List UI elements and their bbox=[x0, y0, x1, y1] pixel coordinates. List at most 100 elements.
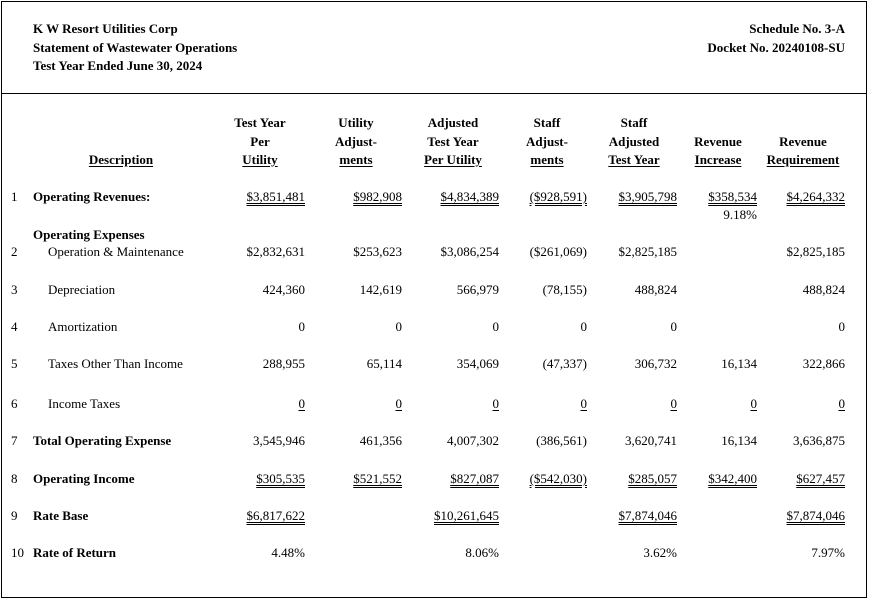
table-cell: 0 bbox=[580, 319, 588, 334]
column-header-line: Adjusted bbox=[608, 133, 660, 149]
row-description: Depreciation bbox=[48, 282, 116, 297]
table-cell: 0 bbox=[838, 319, 846, 334]
row-description: Income Taxes bbox=[48, 396, 121, 411]
table-cell: 424,360 bbox=[262, 282, 305, 297]
table-cell: 4.48% bbox=[271, 545, 305, 560]
column-header-line: Staff bbox=[533, 115, 561, 130]
column-header-line: Per Utility bbox=[424, 152, 482, 167]
table-cell: 7.97% bbox=[811, 545, 845, 560]
table-cell: $253,623 bbox=[353, 244, 402, 259]
column-header-line: Test Year bbox=[234, 115, 286, 130]
table-cell: 0 bbox=[670, 319, 678, 334]
section-label-operating-expenses: Operating Expenses bbox=[33, 227, 145, 242]
table-cell: (78,155) bbox=[542, 282, 587, 297]
table-cell: $285,057 bbox=[628, 471, 677, 486]
row-description: Taxes Other Than Income bbox=[48, 356, 183, 371]
column-header-line: ments bbox=[530, 152, 564, 167]
table-cell: $3,851,481 bbox=[246, 189, 306, 204]
header-right: Schedule No. 3-A Docket No. 20240108-SU bbox=[707, 20, 845, 57]
row-number: 3 bbox=[11, 282, 18, 297]
row-number: 6 bbox=[11, 396, 18, 411]
column-header-line: Revenue bbox=[694, 133, 742, 149]
table-cell: 16,134 bbox=[721, 356, 757, 371]
table-cell: $358,534 bbox=[708, 189, 757, 204]
column-header-2: Utility Adjust-ments bbox=[296, 114, 416, 170]
table-cell: $2,832,631 bbox=[246, 244, 306, 259]
table-cell: 0 bbox=[580, 396, 588, 411]
table-cell: (386,561) bbox=[536, 433, 587, 448]
table-cell: $3,086,254 bbox=[440, 244, 500, 259]
table-cell: 3,545,946 bbox=[253, 433, 305, 448]
table-cell: 4,007,302 bbox=[447, 433, 499, 448]
row-number: 1 bbox=[11, 189, 18, 204]
table-cell: $3,905,798 bbox=[618, 189, 678, 204]
table-cell: 3.62% bbox=[643, 545, 677, 560]
table-cell: 8.06% bbox=[465, 545, 499, 560]
table-cell: 288,955 bbox=[262, 356, 305, 371]
table-cell: $4,264,332 bbox=[786, 189, 846, 204]
column-header-line: Adjust- bbox=[526, 133, 568, 149]
table-cell: 65,114 bbox=[366, 356, 402, 371]
column-header-line: Test Year bbox=[608, 152, 660, 167]
row-number: 9 bbox=[11, 508, 18, 523]
table-cell: 0 bbox=[395, 396, 403, 411]
table-cell: 488,824 bbox=[802, 282, 845, 297]
table-cell: 566,979 bbox=[456, 282, 499, 297]
table-cell: $7,874,046 bbox=[618, 508, 678, 523]
company-name: K W Resort Utilities Corp bbox=[33, 21, 178, 36]
column-header-6: Revenue Increase bbox=[658, 133, 778, 170]
table-cell: $342,400 bbox=[708, 471, 757, 486]
table-cell: 0 bbox=[298, 319, 306, 334]
table-cell: 461,356 bbox=[359, 433, 402, 448]
table-cell: $521,552 bbox=[353, 471, 402, 486]
column-header-line: Staff bbox=[620, 115, 648, 130]
column-header-line: Per bbox=[250, 133, 270, 149]
column-header-line: Increase bbox=[694, 152, 742, 167]
row-description: Total Operating Expense bbox=[33, 433, 172, 448]
row-description: Operating Income bbox=[33, 471, 135, 486]
table-cell: 488,824 bbox=[634, 282, 677, 297]
table-cell: 0 bbox=[670, 396, 678, 411]
table-cell: 0 bbox=[395, 319, 403, 334]
row-number: 2 bbox=[11, 244, 18, 259]
column-header-5: Staff Adjusted Test Year bbox=[574, 114, 694, 170]
header-left: K W Resort Utilities Corp Statement of W… bbox=[33, 20, 237, 76]
test-year-label: Test Year Ended June 30, 2024 bbox=[33, 58, 203, 73]
schedule-number: Schedule No. 3-A bbox=[749, 21, 845, 36]
table-cell: $7,874,046 bbox=[786, 508, 846, 523]
row-description: Operating Revenues: bbox=[33, 189, 151, 204]
column-header-line: ments bbox=[339, 152, 373, 167]
docket-number: Docket No. 20240108-SU bbox=[707, 39, 845, 55]
row-number: 10 bbox=[11, 545, 24, 560]
column-header-3: Adjusted Test Year Per Utility bbox=[393, 114, 513, 170]
table-cell: $6,817,622 bbox=[246, 508, 306, 523]
row-description: Operation & Maintenance bbox=[48, 244, 184, 259]
column-header-line: Revenue bbox=[779, 133, 827, 149]
column-header-1: Test Year Per Utility bbox=[200, 114, 320, 170]
table-cell: 0 bbox=[750, 396, 758, 411]
statement-title: Statement of Wastewater Operations bbox=[33, 39, 238, 55]
table-cell: $305,535 bbox=[256, 471, 305, 486]
table-cell: $4,834,389 bbox=[440, 189, 500, 204]
column-header-line: Utility bbox=[242, 152, 278, 167]
column-header-line: Utility bbox=[338, 115, 374, 130]
table-cell: $827,087 bbox=[450, 471, 499, 486]
table-cell: 0 bbox=[492, 319, 500, 334]
table-cell: 3,620,741 bbox=[625, 433, 677, 448]
row-number: 8 bbox=[11, 471, 18, 486]
table-cell: 3,636,875 bbox=[793, 433, 845, 448]
table-cell: $982,908 bbox=[353, 189, 402, 204]
column-header-0: Description bbox=[61, 151, 181, 170]
table-cell: $627,457 bbox=[796, 471, 845, 486]
row-number: 4 bbox=[11, 319, 18, 334]
revenue-increase-percent: 9.18% bbox=[723, 207, 757, 222]
row-number: 5 bbox=[11, 356, 18, 371]
table-cell: 16,134 bbox=[721, 433, 757, 448]
table-cell: $10,261,645 bbox=[434, 508, 499, 523]
table-cell: ($542,030) bbox=[529, 471, 587, 486]
row-description: Amortization bbox=[48, 319, 118, 334]
table-cell: 142,619 bbox=[359, 282, 402, 297]
column-header-line: Requirement bbox=[766, 152, 840, 167]
column-header-line: Test Year bbox=[427, 133, 479, 149]
header-separator bbox=[1, 93, 867, 94]
